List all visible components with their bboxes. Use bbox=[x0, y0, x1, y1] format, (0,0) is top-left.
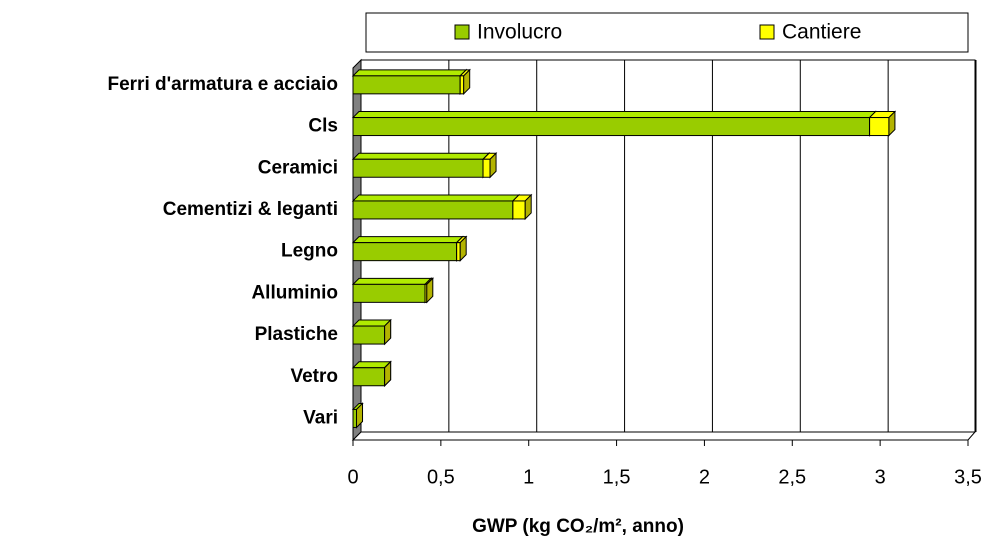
bar bbox=[352, 408, 358, 428]
legend-swatch bbox=[454, 24, 470, 40]
legend-label: Cantiere bbox=[782, 21, 861, 44]
bar bbox=[482, 158, 491, 178]
x-tick-label: 1,5 bbox=[603, 466, 631, 488]
bar-side bbox=[384, 318, 392, 346]
bar-side bbox=[426, 277, 434, 304]
bar bbox=[352, 75, 461, 95]
category-label: Cementizi & leganti bbox=[163, 199, 338, 220]
x-tick-label: 2 bbox=[699, 466, 710, 488]
x-tick-label: 1 bbox=[523, 466, 534, 488]
bar bbox=[512, 200, 526, 220]
bar bbox=[459, 75, 465, 95]
category-label: Ferri d'armatura e acciaio bbox=[107, 74, 338, 95]
bar-side bbox=[463, 68, 471, 96]
category-label: Alluminio bbox=[251, 282, 338, 303]
category-label: Cls bbox=[308, 116, 338, 137]
x-tick-label: 0,5 bbox=[427, 466, 455, 488]
x-tick-label: 2,5 bbox=[778, 466, 806, 488]
bar-side bbox=[356, 402, 364, 429]
floor bbox=[351, 431, 977, 441]
bar-top bbox=[351, 152, 491, 160]
category-label: Legno bbox=[281, 241, 338, 262]
bar-top bbox=[351, 277, 433, 285]
bar bbox=[352, 117, 871, 137]
legend-label: Involucro bbox=[477, 21, 562, 44]
category-label: Vetro bbox=[290, 366, 338, 387]
x-tick-label: 3 bbox=[875, 466, 886, 488]
x-axis-label: GWP (kg CO₂/m², anno) bbox=[472, 516, 684, 537]
bar bbox=[869, 117, 890, 137]
bar-top bbox=[351, 236, 464, 244]
bar-side bbox=[384, 360, 392, 387]
category-label: Plastiche bbox=[255, 324, 338, 345]
bar bbox=[352, 158, 484, 178]
bar-top bbox=[351, 69, 468, 77]
bar bbox=[352, 283, 426, 303]
bar-side bbox=[459, 235, 467, 262]
bar bbox=[456, 242, 461, 262]
bar bbox=[352, 242, 458, 262]
bar-top bbox=[351, 111, 877, 119]
bar-top bbox=[351, 194, 521, 202]
legend-swatch bbox=[759, 24, 775, 40]
category-label: Ceramici bbox=[258, 157, 338, 178]
x-tick-label: 0 bbox=[347, 466, 358, 488]
category-label: Vari bbox=[303, 407, 338, 428]
bar-side bbox=[489, 152, 497, 179]
x-tick-label: 3,5 bbox=[954, 466, 982, 488]
bar-side bbox=[524, 193, 532, 221]
bar bbox=[352, 325, 386, 345]
bar bbox=[352, 367, 386, 387]
bar-side bbox=[888, 110, 896, 137]
bar bbox=[352, 200, 514, 220]
